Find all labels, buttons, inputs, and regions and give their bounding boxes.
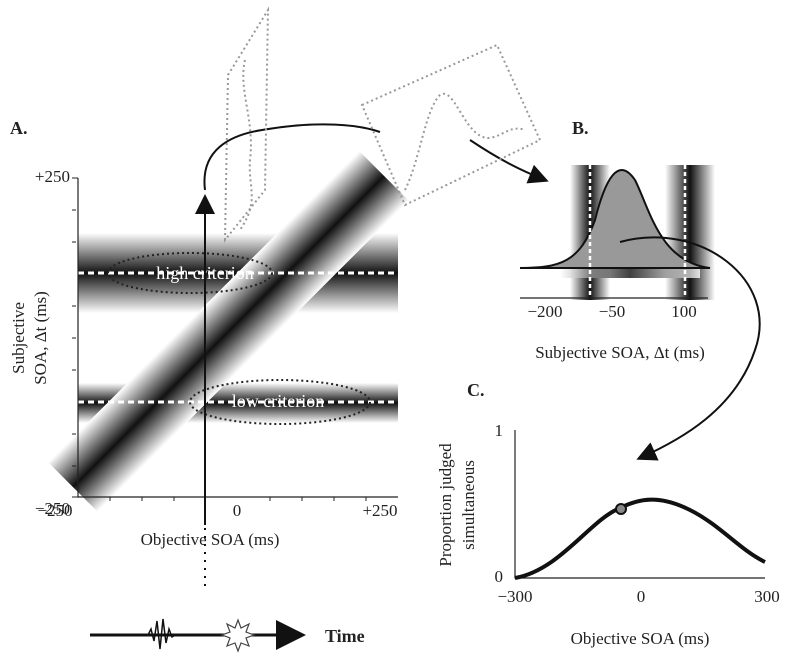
figure: high criterion low criterion +250 −250 −… <box>0 0 785 661</box>
x-tick-label: −250 <box>37 501 72 520</box>
point <box>616 504 626 514</box>
x-tick-label: −200 <box>527 302 562 321</box>
panel-label: A. <box>10 118 28 138</box>
band <box>665 165 715 300</box>
y-label: Subjective <box>9 302 28 374</box>
timeline: Time <box>90 619 365 651</box>
x-tick-label: 300 <box>754 587 780 606</box>
dist-outline <box>225 10 268 240</box>
y-tick-label: 0 <box>495 567 504 586</box>
panel-c: 1 0 −300 0 300 Proportion judged simulta… <box>436 380 780 648</box>
diagonal-band <box>48 151 409 512</box>
flash <box>222 620 254 651</box>
y-tick-label: +250 <box>35 167 70 186</box>
panel-label: B. <box>572 118 589 138</box>
x-tick-label: −50 <box>599 302 626 321</box>
x-tick-label: 0 <box>637 587 646 606</box>
x-tick-label: 0 <box>233 501 242 520</box>
time-label: Time <box>325 626 365 646</box>
panel-label: C. <box>467 380 485 400</box>
x-label: Objective SOA (ms) <box>571 629 710 648</box>
y-label: SOA, Δt (ms) <box>31 291 50 385</box>
x-tick-label: 100 <box>671 302 697 321</box>
panel-b: −200 −50 100 Subjective SOA, Δt (ms) B. <box>520 118 760 458</box>
x-tick-label: −300 <box>497 587 532 606</box>
axes <box>515 430 765 578</box>
sound-wave <box>148 619 175 649</box>
y-tick-label: 1 <box>495 421 504 440</box>
y-label: simultaneous <box>459 460 478 550</box>
arrow-to-b <box>470 140 545 180</box>
x-tick-label: +250 <box>362 501 397 520</box>
y-label: Proportion judged <box>436 443 455 567</box>
x-label: Objective SOA (ms) <box>141 530 280 549</box>
x-label: Subjective SOA, Δt (ms) <box>535 343 705 362</box>
annotation: low criterion <box>232 391 324 411</box>
curve <box>515 500 765 578</box>
